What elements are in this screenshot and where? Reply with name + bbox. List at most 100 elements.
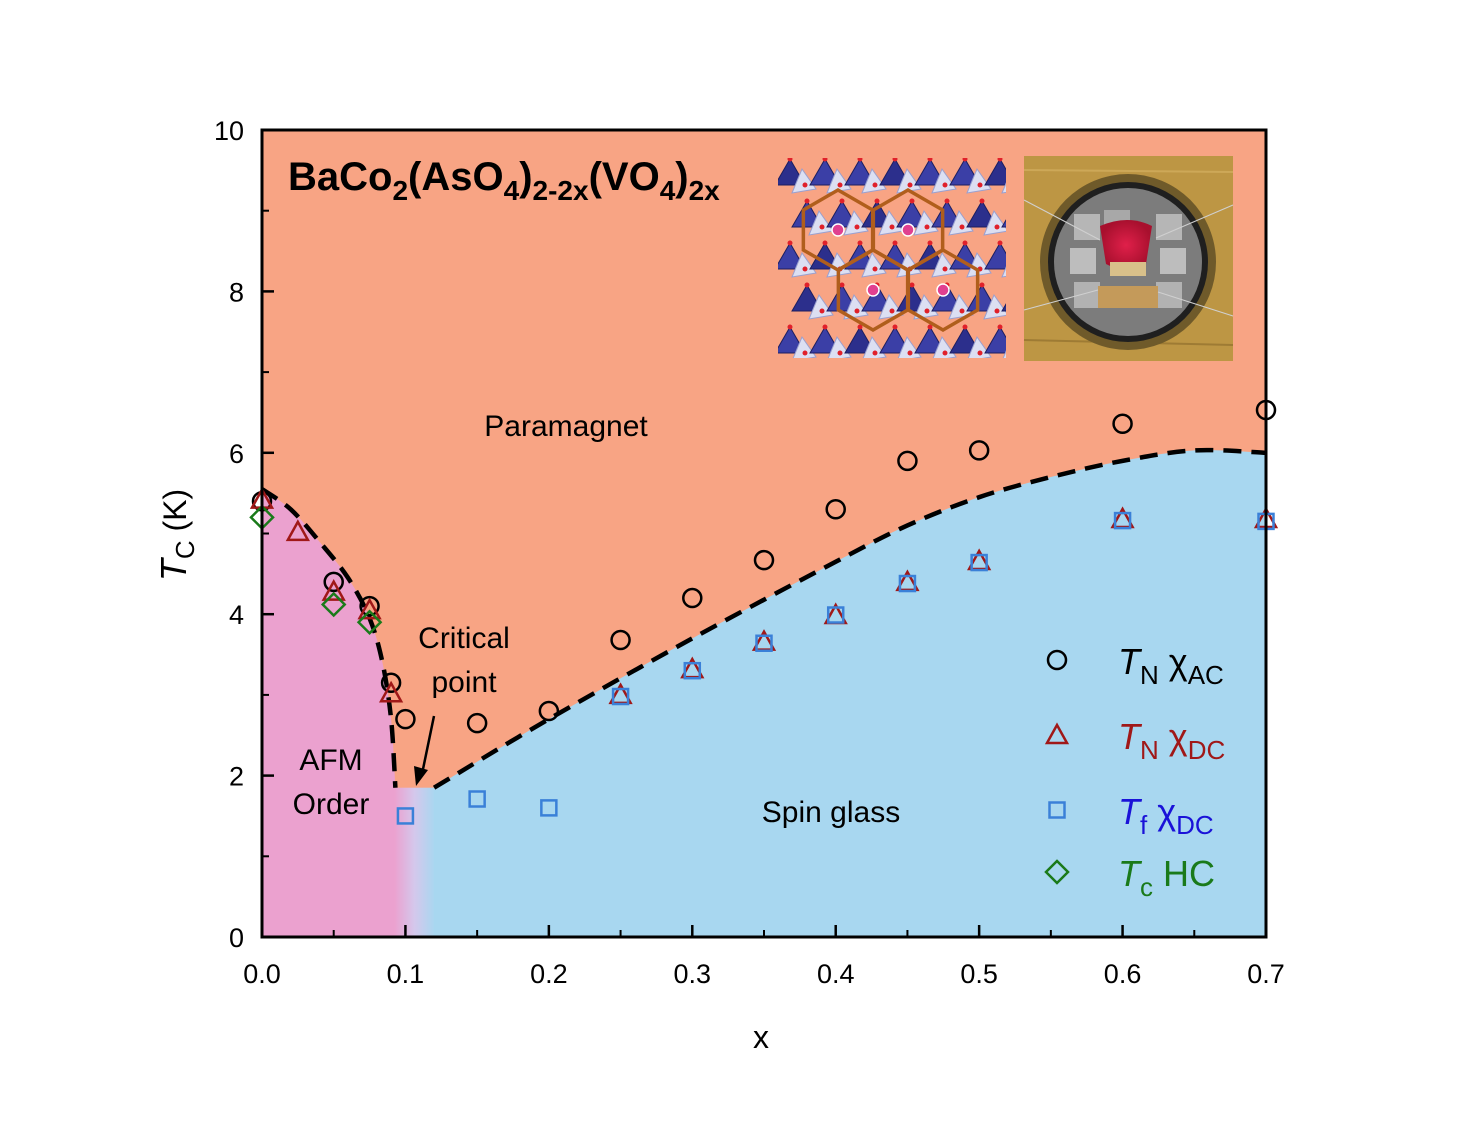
- oxygen-atom: [802, 182, 808, 188]
- paramagnet-label: Paramagnet: [484, 410, 648, 443]
- oxygen-atom: [977, 350, 983, 356]
- polyhedron: [878, 209, 904, 236]
- oxygen-atom: [857, 240, 863, 246]
- critical-point-region: [394, 787, 436, 937]
- cobalt-atom: [936, 283, 950, 297]
- circle-data-point: [323, 571, 344, 593]
- circle-data-point: [380, 672, 402, 694]
- x-tick-label: 0.1: [387, 959, 425, 989]
- oxygen-atom: [942, 350, 948, 356]
- critical-point-label-line2: point: [431, 666, 497, 699]
- polyhedron: [791, 251, 817, 278]
- diamond-data-point: [356, 609, 383, 636]
- oxygen-atom: [962, 158, 968, 162]
- oxygen-atom: [804, 198, 810, 204]
- y-tick-label: 6: [229, 439, 244, 469]
- polyhedron: [931, 251, 957, 278]
- oxygen-atom: [839, 198, 845, 204]
- oxygen-atom: [872, 182, 878, 188]
- triangle-data-point: [321, 579, 346, 601]
- oxygen-atom: [822, 324, 828, 330]
- x-tick-label: 0.5: [960, 959, 998, 989]
- oxygen-atom: [994, 224, 1000, 230]
- oxygen-atom: [942, 182, 948, 188]
- legend-square-marker: [1048, 801, 1066, 819]
- oxygen-atom: [822, 158, 828, 162]
- circle-data-point: [538, 700, 560, 722]
- oxygen-atom: [892, 158, 898, 162]
- polyhedron: [1001, 182, 1006, 194]
- triangle-data-point: [378, 680, 404, 703]
- polyhedron: [966, 167, 992, 194]
- polyhedron: [1001, 266, 1006, 278]
- oxygen-atom: [942, 266, 948, 272]
- square-data-point: [468, 790, 486, 808]
- circle-data-point: [395, 708, 416, 730]
- oxygen-atom: [909, 198, 915, 204]
- oxygen-atom: [924, 308, 930, 314]
- y-axis-title: TC (K): [153, 489, 200, 581]
- cobalt-atom: [866, 283, 880, 297]
- oxygen-atom: [892, 324, 898, 330]
- oxygen-atom: [837, 182, 843, 188]
- oxygen-atom: [804, 282, 810, 288]
- legend-entry-label: Tc HC: [1118, 853, 1215, 902]
- spin-glass-region: [434, 450, 1266, 937]
- legend-circle-marker: [1046, 649, 1068, 671]
- legend-entry-label: TN χDC: [1118, 716, 1225, 765]
- critical-point-arrow: [414, 715, 436, 786]
- square-data-point: [1113, 511, 1132, 530]
- oxygen-atom: [802, 350, 808, 356]
- afm-order-region: [262, 489, 396, 937]
- square-data-point: [683, 661, 702, 680]
- oxygen-atom: [909, 282, 915, 288]
- oxygen-atom: [979, 282, 985, 288]
- y-tick-label: 2: [229, 762, 244, 792]
- polyhedron: [861, 251, 887, 278]
- oxygen-atom: [962, 240, 968, 246]
- phase-boundaries: [260, 447, 1267, 790]
- polyhedron: [1001, 219, 1006, 228]
- y-tick-label: 0: [229, 923, 244, 953]
- oxygen-atom: [787, 324, 793, 330]
- oxygen-atom: [819, 224, 825, 230]
- oxygen-atom: [997, 158, 1003, 162]
- polyhedron: [1001, 303, 1006, 312]
- polyhedron: [791, 167, 817, 194]
- oxygen-atom: [787, 240, 793, 246]
- polyhedron: [861, 167, 887, 194]
- oxygen-atom: [927, 324, 933, 330]
- oxygen-atom: [892, 240, 898, 246]
- oxygen-atom: [802, 266, 808, 272]
- square-data-point: [540, 799, 558, 817]
- polyhedron: [983, 293, 1006, 320]
- oxygen-atom: [977, 182, 983, 188]
- honeycomb-hexagon: [906, 247, 980, 333]
- oxygen-atom: [854, 308, 860, 314]
- oxygen-atom: [854, 224, 860, 230]
- critical-point-label-line1: Critical: [418, 622, 510, 655]
- x-tick-label: 0.2: [530, 959, 568, 989]
- circle-data-point: [825, 499, 846, 520]
- oxygen-atom: [962, 324, 968, 330]
- oxygen-atom: [994, 308, 1000, 314]
- cobalt-atom: [901, 223, 915, 237]
- chart-title: BaCo2(AsO4)2-2x(VO4)2x: [288, 155, 720, 206]
- polyhedron: [931, 167, 957, 194]
- legend-entry-label: TN χAC: [1118, 641, 1224, 690]
- afm-boundary-line: [260, 487, 398, 788]
- cobalt-atom: [831, 223, 845, 237]
- oxygen-atom: [907, 350, 913, 356]
- spin-glass-boundary-line: [432, 447, 1267, 790]
- triangle-data-point: [285, 519, 310, 542]
- honeycomb-structure-inset: [778, 158, 1006, 358]
- oxygen-atom: [927, 158, 933, 162]
- x-tick-label: 0.0: [243, 959, 281, 989]
- afm-label-line1: AFM: [299, 744, 362, 777]
- circle-data-point: [466, 712, 488, 734]
- square-data-point: [826, 606, 845, 624]
- polyhedron: [843, 293, 869, 320]
- oxygen-atom: [819, 308, 825, 314]
- polyhedron: [843, 209, 869, 236]
